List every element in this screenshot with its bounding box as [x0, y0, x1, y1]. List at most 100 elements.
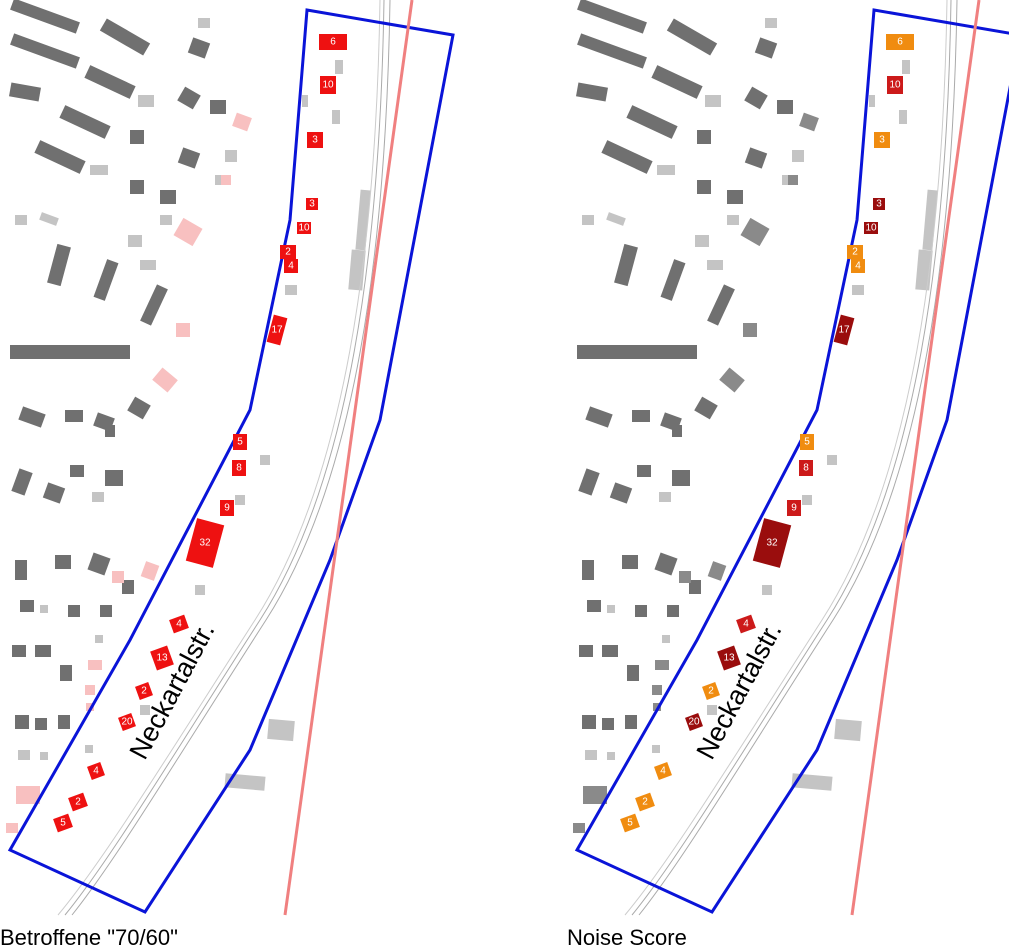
building	[577, 345, 697, 359]
building	[15, 715, 29, 729]
building	[95, 635, 103, 643]
building-label: 20	[121, 717, 133, 728]
building	[335, 60, 343, 74]
building	[792, 150, 804, 162]
building	[68, 605, 80, 617]
building	[827, 455, 837, 465]
building-label: 4	[176, 619, 182, 630]
building	[578, 468, 600, 496]
building	[582, 215, 594, 225]
building	[602, 718, 614, 730]
building-label: 32	[199, 538, 211, 549]
building	[176, 323, 190, 337]
building	[635, 605, 647, 617]
building	[707, 561, 727, 581]
building	[788, 175, 798, 185]
building	[583, 786, 607, 804]
caption: Noise Score	[567, 925, 687, 950]
building	[654, 552, 678, 576]
building	[585, 406, 613, 428]
building	[672, 425, 682, 437]
building	[10, 33, 80, 69]
building	[40, 605, 48, 613]
building-label: 10	[889, 80, 901, 91]
affected-building	[635, 792, 655, 812]
caption: Betroffene "70/60"	[0, 925, 178, 950]
building	[625, 715, 637, 729]
building-label: 2	[852, 247, 858, 258]
building	[852, 285, 864, 295]
building	[138, 95, 154, 107]
building	[662, 635, 670, 643]
building	[660, 259, 686, 301]
building-label: 3	[879, 135, 885, 146]
building	[585, 750, 597, 760]
building	[42, 482, 66, 504]
affected-building	[284, 259, 298, 273]
affected-building	[169, 614, 189, 634]
building-label: 5	[627, 818, 633, 829]
building	[652, 745, 660, 753]
building	[92, 492, 104, 502]
building-label: 13	[723, 653, 735, 664]
building	[128, 235, 142, 247]
building	[16, 786, 40, 804]
building	[727, 215, 739, 225]
building	[762, 585, 772, 595]
building	[160, 190, 176, 204]
building-label: 10	[298, 223, 310, 234]
building-label: 5	[804, 437, 810, 448]
building	[606, 212, 626, 226]
building	[579, 645, 593, 657]
boundary-line	[850, 0, 981, 916]
building-label: 10	[865, 223, 877, 234]
building	[105, 470, 123, 486]
building	[105, 425, 115, 437]
building	[55, 555, 71, 569]
affected-building	[87, 762, 105, 780]
affected-building	[851, 259, 865, 273]
building-label: 2	[141, 686, 147, 697]
building-label: 4	[743, 619, 749, 630]
rail	[57, 0, 381, 916]
building-label: 2	[75, 797, 81, 808]
building	[90, 165, 108, 175]
building	[140, 284, 168, 326]
building	[35, 718, 47, 730]
building	[707, 284, 735, 326]
building	[18, 406, 46, 428]
building	[915, 249, 933, 291]
building	[582, 560, 594, 580]
building	[285, 285, 297, 295]
building	[20, 600, 34, 612]
building	[609, 482, 633, 504]
building	[902, 60, 910, 74]
building	[573, 823, 585, 833]
building	[697, 130, 711, 144]
building	[744, 86, 768, 110]
building	[652, 685, 662, 695]
building-label: 10	[322, 80, 334, 91]
building-label: 3	[876, 199, 882, 210]
building	[130, 130, 144, 144]
building	[332, 110, 340, 124]
building-label: 20	[688, 717, 700, 728]
affected-building	[864, 222, 878, 234]
affected-building	[150, 645, 174, 671]
building	[791, 773, 833, 791]
building-label: 2	[285, 247, 291, 258]
building	[689, 580, 701, 594]
affected-building	[833, 314, 855, 346]
affected-building	[847, 245, 863, 259]
building	[59, 105, 111, 139]
building	[607, 605, 615, 613]
building	[637, 465, 651, 477]
affected-building	[68, 792, 88, 812]
building	[15, 215, 27, 225]
building	[87, 552, 111, 576]
building	[173, 217, 203, 247]
building-label: 8	[803, 463, 809, 474]
building	[679, 571, 691, 583]
building-label: 9	[224, 503, 230, 514]
building	[743, 323, 757, 337]
